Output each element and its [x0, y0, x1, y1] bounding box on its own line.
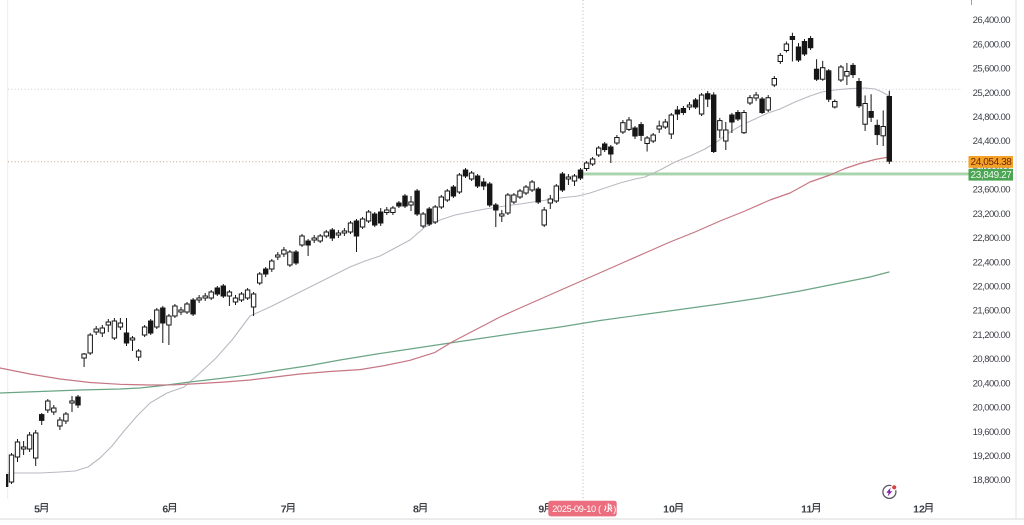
svg-text:22,400.00: 22,400.00: [973, 257, 1011, 268]
svg-text:7: 7: [281, 503, 287, 515]
svg-text:20,800.00: 20,800.00: [973, 354, 1011, 365]
svg-text:26,400.00: 26,400.00: [973, 15, 1011, 26]
svg-text:23,849.27: 23,849.27: [971, 170, 1013, 181]
svg-text:25,200.00: 25,200.00: [973, 88, 1011, 99]
svg-text:23,600.00: 23,600.00: [973, 185, 1011, 196]
svg-text:23,200.00: 23,200.00: [973, 209, 1011, 220]
svg-text:22,000.00: 22,000.00: [973, 282, 1011, 293]
svg-text:6: 6: [162, 503, 168, 515]
svg-text:9: 9: [538, 503, 544, 515]
svg-text:21,200.00: 21,200.00: [973, 330, 1011, 341]
svg-text:19,200.00: 19,200.00: [973, 451, 1011, 462]
svg-text:22,800.00: 22,800.00: [973, 233, 1011, 244]
svg-text:24,054.38: 24,054.38: [971, 157, 1013, 168]
svg-text:24,400.00: 24,400.00: [973, 136, 1011, 147]
svg-text:19,600.00: 19,600.00: [973, 427, 1011, 438]
svg-text:2025-09-10 (: 2025-09-10 (: [552, 504, 601, 514]
svg-text:25,600.00: 25,600.00: [973, 64, 1011, 75]
svg-text:5: 5: [34, 503, 40, 515]
svg-text:24,800.00: 24,800.00: [973, 112, 1011, 123]
svg-text:8: 8: [413, 503, 419, 515]
svg-text:26,000.00: 26,000.00: [973, 39, 1011, 50]
svg-text:21,600.00: 21,600.00: [973, 306, 1011, 317]
svg-text:20,400.00: 20,400.00: [973, 378, 1011, 389]
svg-text:): ): [613, 504, 616, 514]
svg-text:11: 11: [801, 503, 812, 515]
svg-text:12: 12: [913, 503, 925, 515]
svg-text:10: 10: [663, 503, 675, 515]
svg-text:18,800.00: 18,800.00: [973, 475, 1011, 486]
svg-text:20,000.00: 20,000.00: [973, 403, 1011, 414]
